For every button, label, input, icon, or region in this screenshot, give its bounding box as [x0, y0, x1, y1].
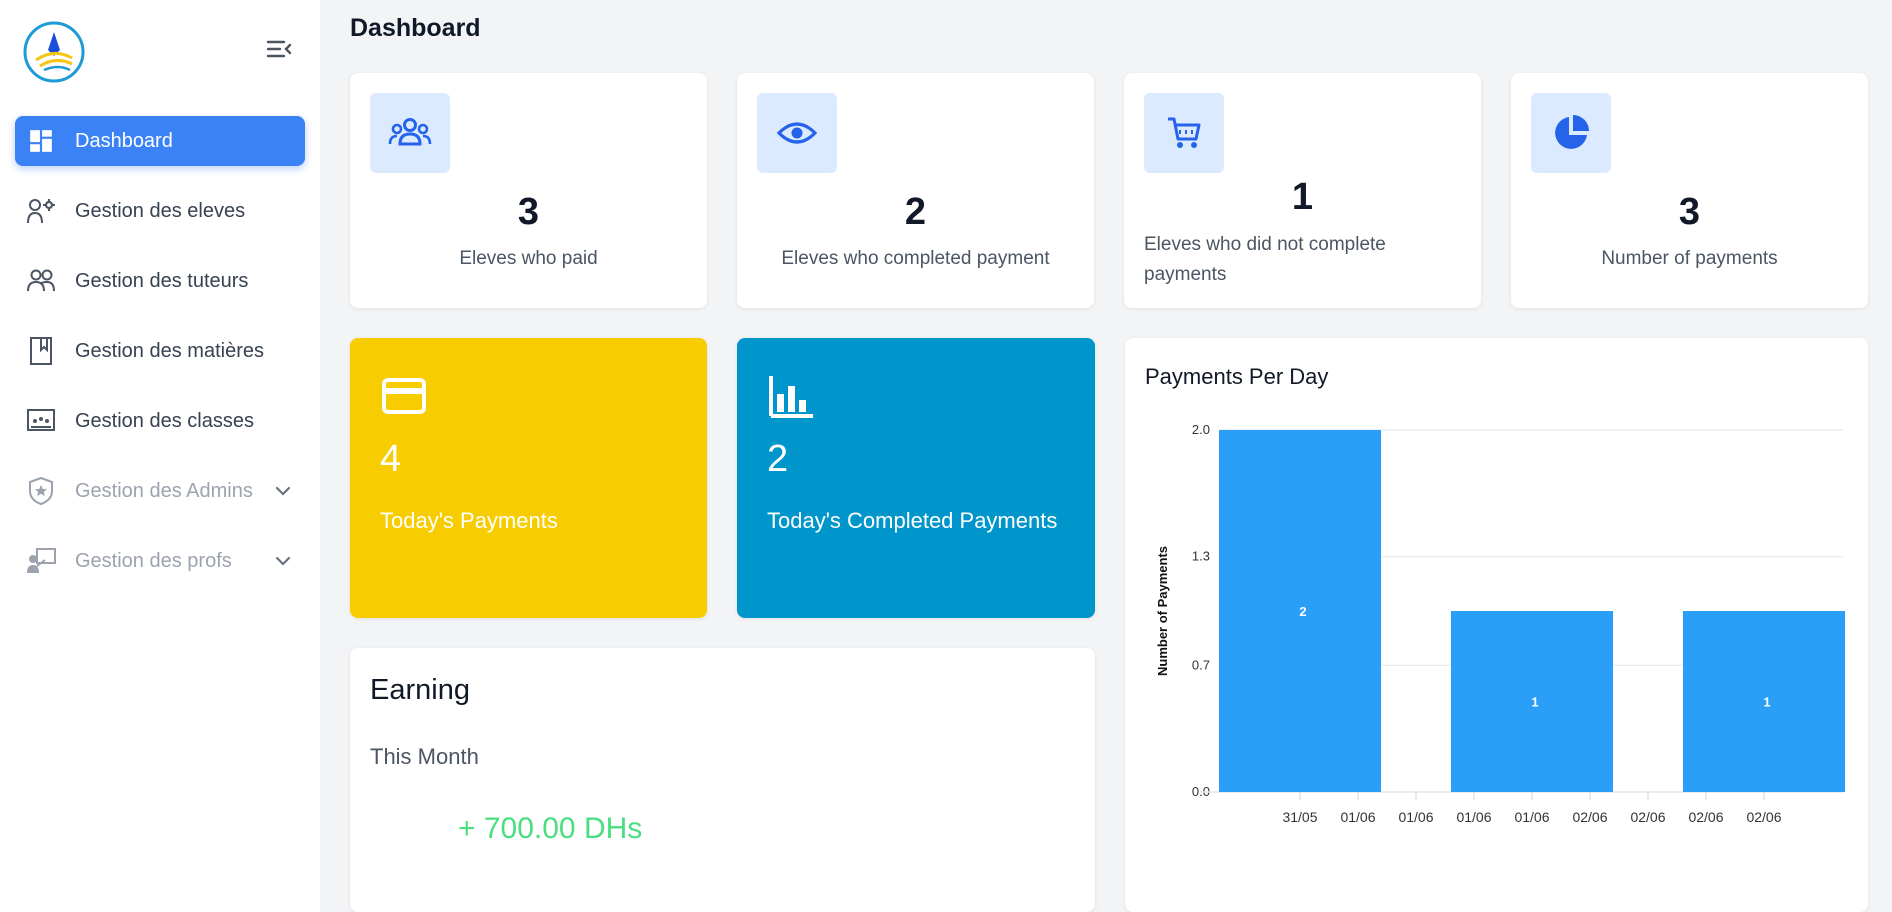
sidebar-item-label: Gestion des matières [75, 339, 264, 362]
chevron-down-icon[interactable] [273, 481, 293, 501]
stat-card-paid: 3 Eleves who paid [350, 73, 707, 308]
today-completed-card: 2 Today's Completed Payments [737, 338, 1095, 618]
chart-xtick-label: 02/06 [1688, 809, 1723, 825]
stat-value: 3 [1678, 191, 1701, 233]
cart-icon [1144, 93, 1224, 173]
stat-label: Eleves who completed payment [781, 248, 1050, 269]
chart-xtick-label: 01/06 [1514, 809, 1549, 825]
sidebar-item-admins[interactable]: Gestion des Admins [15, 466, 305, 516]
eye-icon [757, 93, 837, 173]
sidebar: Dashboard Gestion des eleves Gestion des… [0, 0, 320, 912]
sidebar-item-label: Gestion des profs [75, 549, 232, 572]
chart-xtick-label: 02/06 [1746, 809, 1781, 825]
bar-chart-icon [769, 376, 813, 418]
dashboard-icon [25, 125, 57, 157]
collapse-menu-icon[interactable] [264, 36, 294, 62]
stat-card-incomplete: 1 Eleves who did not complete payments [1124, 73, 1481, 308]
chart-xtick-label: 01/06 [1340, 809, 1375, 825]
today-payments-label: Today's Payments [380, 508, 558, 533]
chart-bar [1451, 611, 1613, 792]
chart-ylabel: Number of Payments [1155, 546, 1170, 676]
sidebar-item-profs[interactable]: Gestion des profs [15, 536, 305, 586]
chart-xtick-label: 31/05 [1282, 809, 1317, 825]
chart-bar [1219, 430, 1381, 792]
today-completed-label: Today's Completed Payments [767, 508, 1058, 533]
user-cog-icon [25, 195, 57, 227]
chart-xtick-label: 01/06 [1398, 809, 1433, 825]
chart-bar [1683, 611, 1845, 792]
earning-period: This Month [370, 744, 479, 769]
stat-value: 1 [1291, 176, 1314, 218]
chart-title: Payments Per Day [1145, 364, 1329, 389]
stat-label: Eleves who did not complete payments [1144, 234, 1386, 285]
shield-icon [25, 475, 57, 507]
stat-card-completed: 2 Eleves who completed payment [737, 73, 1094, 308]
chart-xtick-label: 02/06 [1630, 809, 1665, 825]
sidebar-item-label: Gestion des classes [75, 409, 254, 432]
sidebar-item-eleves[interactable]: Gestion des eleves [15, 186, 305, 236]
sidebar-item-classes[interactable]: Gestion des classes [15, 396, 305, 446]
chart-data-label: 2 [1299, 604, 1306, 619]
sidebar-item-label: Gestion des tuteurs [75, 269, 249, 292]
chart-ytick-label: 2.0 [1192, 422, 1210, 437]
teacher-icon [25, 545, 57, 577]
bookmark-icon [25, 335, 57, 367]
pie-chart-icon [1531, 93, 1611, 173]
today-payments-value: 4 [380, 438, 402, 480]
chart-ytick-label: 1.3 [1192, 549, 1210, 564]
sidebar-item-matieres[interactable]: Gestion des matières [15, 326, 305, 376]
today-payments-card: 4 Today's Payments [350, 338, 707, 618]
users-icon [25, 265, 57, 297]
sidebar-item-label: Gestion des Admins [75, 479, 253, 502]
chart-ytick-label: 0.7 [1192, 657, 1210, 672]
page-title: Dashboard [350, 14, 481, 42]
earning-value: + 700.00 DHs [458, 812, 643, 845]
chart-xtick-label: 02/06 [1572, 809, 1607, 825]
sidebar-item-label: Dashboard [75, 129, 173, 152]
earning-title: Earning [370, 674, 470, 706]
sidebar-item-tuteurs[interactable]: Gestion des tuteurs [15, 256, 305, 306]
chart-xtick-label: 01/06 [1456, 809, 1491, 825]
chart-data-label: 1 [1531, 695, 1538, 710]
classroom-icon [25, 405, 57, 437]
sidebar-item-dashboard[interactable]: Dashboard [15, 116, 305, 166]
users-icon [370, 93, 450, 173]
stat-label: Eleves who paid [459, 248, 598, 269]
sidebar-item-label: Gestion des eleves [75, 199, 246, 222]
stat-value: 2 [904, 191, 927, 233]
earning-card: Earning This Month + 700.00 DHs [350, 648, 1095, 912]
sidebar-nav: Dashboard Gestion des eleves Gestion des… [15, 116, 305, 606]
stat-value: 3 [517, 191, 540, 233]
today-completed-value: 2 [767, 438, 789, 480]
payments-chart-card: Payments Per Day 0.0 0.7 1.3 2.0 Number of P… [1125, 338, 1868, 912]
app-logo [23, 21, 85, 83]
credit-card-icon [382, 378, 426, 414]
stat-card-payments: 3 Number of payments [1511, 73, 1868, 308]
stat-label: Number of payments [1601, 248, 1778, 269]
chart-data-label: 1 [1763, 695, 1770, 710]
chevron-down-icon[interactable] [273, 551, 293, 571]
